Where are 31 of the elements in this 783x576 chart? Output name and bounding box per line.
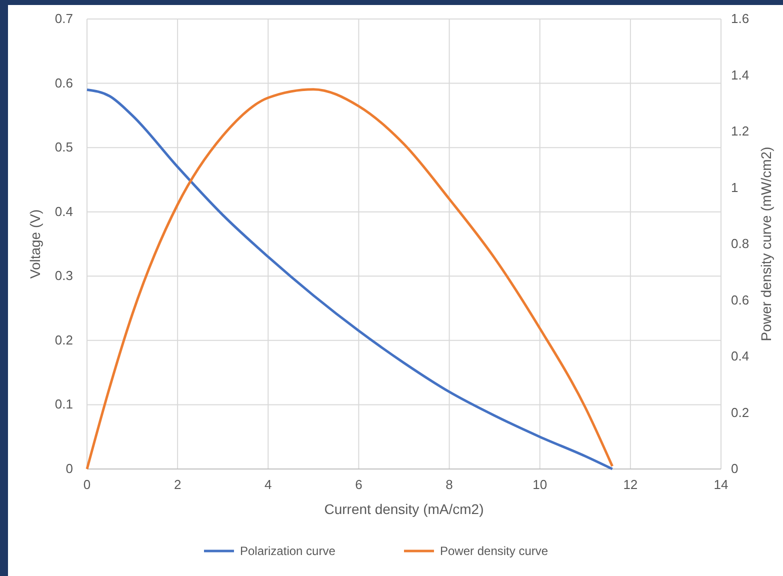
x-tick-label: 8 <box>446 477 453 492</box>
legend-label: Polarization curve <box>240 544 336 558</box>
x-tick-label: 14 <box>714 477 728 492</box>
line-series <box>86 88 614 470</box>
y-tick-label: 0 <box>66 461 73 476</box>
y-tick-label: 0.2 <box>54 332 73 348</box>
y2-tick-label: 0.4 <box>731 348 750 364</box>
y2-tick-label: 0 <box>731 461 738 476</box>
y2-tick-label: 1 <box>731 180 738 195</box>
x-tick-label: 2 <box>174 477 182 492</box>
y2-tick-label: 0.6 <box>731 292 750 308</box>
y-tick-label: 0.5 <box>54 140 73 155</box>
y2-tick-label: 1.6 <box>731 11 750 26</box>
x-tick-label: 6 <box>355 477 362 492</box>
x-tick-label: 0 <box>83 477 91 492</box>
y-tick-label: 0.3 <box>54 268 73 284</box>
y2-tick-label: 1.4 <box>731 67 750 82</box>
y-tick-label: 0.1 <box>54 396 73 412</box>
x-tick-label: 4 <box>264 477 272 492</box>
y-tick-label: 0.4 <box>54 204 73 219</box>
x-axis-title: Current density (mA/cm2) <box>324 501 484 517</box>
y2-tick-label: 1.2 <box>731 124 750 138</box>
x-tick-label: 10 <box>532 477 548 492</box>
x-tick-label: 12 <box>623 477 638 492</box>
y-tick-label: 0.7 <box>54 11 73 26</box>
y2-tick-label: 0.8 <box>731 236 750 251</box>
y-tick-label: 0.6 <box>54 75 73 90</box>
legend-label: Power density curve <box>440 544 548 558</box>
y2-tick-label: 0.2 <box>731 404 750 420</box>
y-axis-title: Voltage (V) <box>27 209 43 279</box>
y2-axis-title: Power density curve (mW/cm2) <box>758 146 774 342</box>
